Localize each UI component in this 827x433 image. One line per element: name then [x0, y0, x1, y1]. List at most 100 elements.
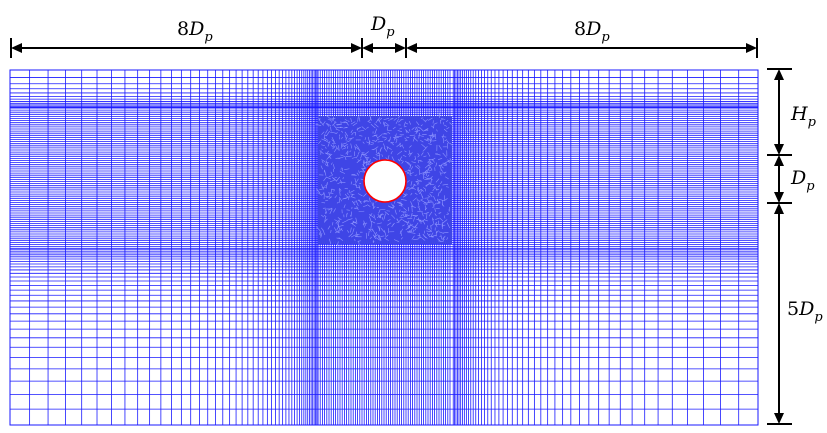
mesh-cell-edge — [368, 161, 374, 165]
mesh-cell-edge — [436, 202, 441, 205]
mesh-cell-edge — [320, 165, 323, 170]
mesh-cell-edge — [436, 230, 439, 234]
right-dimension-arrows — [774, 69, 784, 424]
mesh-cell-edge — [417, 180, 420, 185]
mesh-cell-edge — [357, 117, 359, 122]
mesh-cell-edge — [434, 187, 438, 191]
mesh-cell-edge — [336, 124, 341, 126]
mesh-cell-edge — [435, 217, 440, 220]
mesh-cell-edge — [355, 178, 359, 184]
mesh-cell-edge — [361, 126, 366, 130]
label-bottom-height: 5Dp — [787, 298, 823, 325]
mesh-cell-edge — [327, 140, 331, 147]
mesh-cell-edge — [440, 181, 443, 184]
mesh-cell-edge — [409, 145, 412, 148]
mesh-cell-edge — [438, 145, 443, 150]
mesh-cell-edge — [338, 189, 341, 192]
mesh-cell-edge — [410, 212, 413, 218]
mesh-cell-edge — [334, 219, 338, 222]
mesh-cell-edge — [336, 237, 341, 240]
mesh-cell-edge — [419, 127, 424, 132]
mesh-cell-edge — [337, 217, 342, 221]
mesh-cell-edge — [323, 215, 327, 217]
mesh-cell-edge — [398, 205, 403, 207]
mesh-cell-edge — [323, 137, 329, 141]
mesh-cell-edge — [321, 131, 325, 135]
mesh-cell-edge — [349, 150, 352, 153]
mesh-cell-edge — [372, 135, 376, 137]
mesh-cell-edge — [410, 192, 413, 196]
mesh-cell-edge — [400, 230, 402, 237]
mesh-cell-edge — [325, 146, 327, 149]
mesh-cell-edge — [426, 225, 428, 230]
mesh-cell-edge — [433, 195, 436, 202]
mesh-cell-edge — [446, 212, 450, 214]
mesh-cell-edge — [408, 188, 411, 191]
mesh-cell-edge — [326, 156, 330, 160]
mesh-cell-edge — [429, 236, 434, 238]
mesh-cell-edge — [387, 205, 394, 209]
mesh-cell-edge — [431, 157, 436, 161]
mesh-cell-edge — [358, 210, 365, 212]
mesh-cell-edge — [419, 180, 422, 182]
mesh-cell-edge — [393, 137, 396, 141]
mesh-cell-edge — [378, 213, 383, 219]
mesh-cell-edge — [417, 201, 420, 206]
label-top-height: Hp — [790, 103, 817, 130]
mesh-cell-edge — [414, 228, 417, 231]
mesh-cell-edge — [355, 154, 359, 159]
unstructured-mesh — [315, 112, 454, 247]
mesh-cell-edge — [352, 228, 355, 233]
mesh-cell-edge — [350, 189, 355, 193]
mesh-cell-edge — [336, 226, 339, 231]
mesh-cell-edge — [326, 196, 329, 199]
mesh-cell-edge — [387, 129, 392, 132]
mesh-cell-edge — [439, 171, 442, 176]
mesh-cell-edge — [363, 220, 367, 226]
mesh-cell-edge — [442, 152, 447, 158]
mesh-cell-edge — [357, 193, 363, 197]
mesh-cell-edge — [357, 159, 360, 162]
mesh-cell-edge — [384, 237, 389, 241]
mesh-cell-edge — [330, 126, 332, 132]
mesh-cell-edge — [355, 200, 359, 206]
mesh-cell-edge — [430, 232, 434, 237]
mesh-cell-edge — [333, 208, 336, 213]
mesh-cell-edge — [355, 217, 358, 223]
mesh-cell-edge — [319, 188, 324, 191]
label-center-width: Dp — [370, 13, 395, 40]
mesh-cell-edge — [437, 191, 440, 197]
mesh-cell-edge — [386, 146, 392, 150]
mesh-cell-edge — [413, 217, 415, 222]
mesh-cell-edge — [440, 118, 446, 120]
mesh-cell-edge — [443, 128, 448, 133]
mesh-cell-edge — [321, 144, 325, 146]
mesh-cell-edge — [344, 118, 347, 121]
mesh-cell-edge — [406, 180, 410, 183]
mesh-cell-edge — [425, 211, 429, 214]
mesh-cell-edge — [431, 234, 437, 237]
mesh-cell-edge — [370, 143, 374, 146]
mesh-cell-edge — [405, 226, 411, 231]
mesh-cell-edge — [439, 217, 444, 222]
mesh-cell-edge — [327, 225, 331, 230]
mesh-cell-edge — [346, 212, 348, 216]
mesh-cell-edge — [338, 134, 341, 137]
mesh-cell-edge — [325, 122, 330, 127]
mesh-cell-edge — [432, 218, 434, 224]
mesh-cell-edge — [368, 230, 370, 236]
mesh-cell-edge — [368, 121, 371, 124]
mesh-cell-edge — [350, 211, 352, 217]
mesh-cell-edge — [370, 124, 376, 129]
mesh-cell-edge — [420, 140, 424, 143]
mesh-cell-edge — [345, 136, 348, 141]
mesh-cell-edge — [333, 189, 335, 192]
mesh-cell-edge — [383, 147, 388, 152]
mesh-cell-edge — [350, 118, 352, 122]
mesh-cell-edge — [393, 200, 396, 204]
mesh-cell-edge — [443, 124, 447, 127]
mesh-cell-edge — [347, 230, 350, 233]
mesh-cell-edge — [435, 178, 440, 183]
mesh-cell-edge — [377, 234, 380, 240]
mesh-cell-edge — [367, 159, 371, 165]
